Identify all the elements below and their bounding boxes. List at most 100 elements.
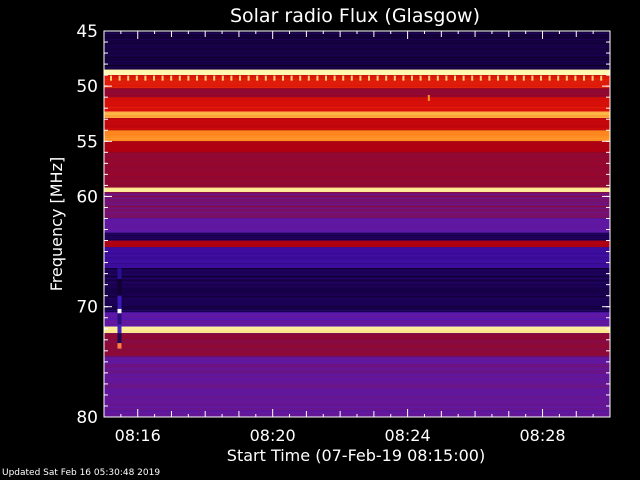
band-texture-line (104, 187, 610, 189)
band-texture-line (104, 333, 610, 335)
band-texture-line (104, 61, 610, 62)
interference-dot (488, 75, 491, 81)
interference-dot (454, 75, 456, 81)
band-texture-line (104, 272, 610, 274)
band-texture-line (104, 324, 610, 326)
band-texture-line (104, 356, 610, 358)
band-texture-line (104, 105, 610, 107)
band-texture-line (104, 158, 610, 160)
band-texture-line (104, 172, 610, 174)
interference-dot (428, 75, 431, 81)
band-texture-line (104, 176, 610, 178)
band-texture-line (104, 49, 610, 50)
interference-dot (471, 75, 474, 81)
interference-dot (385, 75, 388, 81)
band-texture-line (104, 290, 610, 292)
band-texture-line (104, 79, 610, 81)
band-texture-line (104, 186, 610, 188)
interference-dot (264, 75, 267, 81)
band-texture-line (104, 73, 610, 75)
band-texture-line (104, 376, 610, 378)
band-texture-line (104, 194, 610, 196)
chart-title: Solar radio Flux (Glasgow) (230, 5, 480, 27)
band-texture-line (104, 353, 610, 355)
band-texture-line (104, 232, 610, 234)
band-texture-line (104, 343, 610, 345)
interference-dot (325, 75, 327, 81)
y-tick-label: 70 (76, 298, 98, 318)
band-texture-line (104, 192, 610, 194)
band-texture-line (104, 57, 610, 58)
burst-segment (117, 333, 122, 344)
band-texture-line (104, 143, 610, 145)
band-texture-line (104, 282, 610, 284)
interference-dot (247, 75, 250, 81)
interference-dot (531, 75, 534, 81)
band-texture-line (104, 162, 610, 164)
band-texture-line (104, 206, 610, 208)
interference-dot (118, 75, 121, 81)
band-texture-line (104, 168, 610, 170)
band-texture-line (104, 370, 610, 372)
band-texture-line (104, 182, 610, 184)
band-texture-line (104, 364, 610, 366)
interference-dot (359, 75, 362, 81)
band-texture-line (104, 300, 610, 302)
band-texture-line (104, 35, 610, 36)
band-texture-line (104, 270, 610, 272)
band-texture-line (104, 210, 610, 212)
band-texture-line (104, 134, 610, 136)
heatmap-bands (104, 31, 610, 417)
interference-dot (110, 75, 112, 81)
band-texture-line (104, 180, 610, 182)
band-texture-line (104, 164, 610, 166)
band-texture-line (104, 268, 610, 270)
interference-dot (290, 75, 293, 81)
band-texture-line (104, 196, 610, 198)
band-texture-line (104, 138, 610, 140)
band-texture-line (104, 390, 610, 392)
interference-dot (144, 75, 147, 81)
band-texture-line (104, 208, 610, 210)
band-texture-line (104, 151, 610, 153)
freq-band (104, 152, 610, 188)
interference-dot (135, 75, 138, 81)
band-texture-line (104, 345, 610, 347)
interference-dot (230, 75, 233, 81)
band-texture-line (104, 204, 610, 206)
band-texture-line (104, 247, 610, 249)
freq-band (104, 130, 610, 142)
band-texture-line (104, 51, 610, 52)
interference-dot (333, 75, 336, 81)
band-texture-line (104, 111, 610, 113)
band-texture-line (104, 351, 610, 353)
freq-band (104, 326, 610, 334)
interference-dot (376, 75, 379, 81)
band-texture-line (104, 265, 610, 267)
interference-dot (548, 75, 551, 81)
interference-dot (153, 75, 155, 81)
band-texture-line (104, 302, 610, 304)
y-axis: 45 50 55 60 70 80 (76, 22, 610, 428)
band-texture-line (104, 156, 610, 158)
band-texture-line (104, 402, 610, 404)
band-texture-line (104, 90, 610, 92)
band-texture-line (104, 288, 610, 290)
y-tick-label: 55 (76, 132, 98, 152)
band-texture-line (104, 113, 610, 115)
band-texture-line (104, 130, 610, 132)
interference-dot (213, 75, 216, 81)
band-texture-line (104, 404, 610, 406)
band-texture-line (104, 306, 610, 308)
interference-dot (350, 75, 353, 81)
band-texture-line (104, 341, 610, 343)
band-texture-line (104, 314, 610, 316)
band-texture-line (104, 249, 610, 251)
band-texture-line (104, 83, 610, 85)
band-texture-line (104, 400, 610, 402)
band-texture-line (104, 238, 610, 240)
band-texture-line (104, 276, 610, 278)
band-texture-line (104, 316, 610, 318)
